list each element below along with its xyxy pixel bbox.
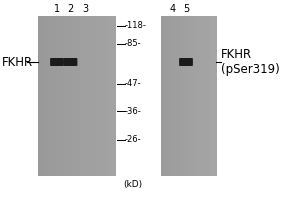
Text: 1: 1 [54,4,60,14]
Text: -118-: -118- [124,21,146,30]
Text: -85-: -85- [124,40,141,48]
Text: -47-: -47- [124,79,141,88]
Text: FKHR: FKHR [2,55,33,68]
Text: 2: 2 [68,4,74,14]
Text: 3: 3 [82,4,88,14]
Text: FKHR
(pSer319): FKHR (pSer319) [220,47,279,76]
Text: -36-: -36- [124,107,141,116]
Text: 5: 5 [183,4,189,14]
Text: -26-: -26- [124,136,141,144]
FancyBboxPatch shape [64,58,77,66]
Text: (kD): (kD) [123,180,142,188]
FancyBboxPatch shape [179,58,193,66]
FancyBboxPatch shape [50,58,64,66]
Text: 4: 4 [169,4,175,14]
